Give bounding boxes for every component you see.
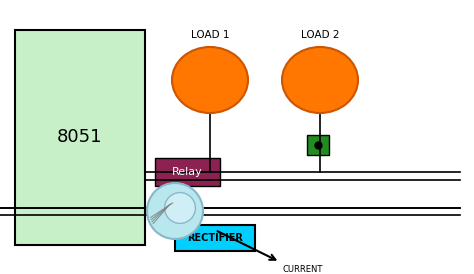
Text: LOAD 2: LOAD 2 — [301, 30, 339, 40]
Ellipse shape — [172, 47, 248, 113]
Text: 8051: 8051 — [57, 129, 103, 147]
Circle shape — [147, 183, 203, 239]
Circle shape — [164, 193, 195, 223]
Bar — [155, 158, 220, 186]
Text: Relay: Relay — [172, 167, 203, 177]
Text: LOAD 1: LOAD 1 — [191, 30, 229, 40]
Bar — [15, 30, 145, 245]
Ellipse shape — [282, 47, 358, 113]
Bar — [175, 225, 255, 251]
Text: CURRENT: CURRENT — [283, 265, 323, 274]
Text: RECTIFIER: RECTIFIER — [187, 233, 243, 243]
Bar — [307, 135, 329, 155]
